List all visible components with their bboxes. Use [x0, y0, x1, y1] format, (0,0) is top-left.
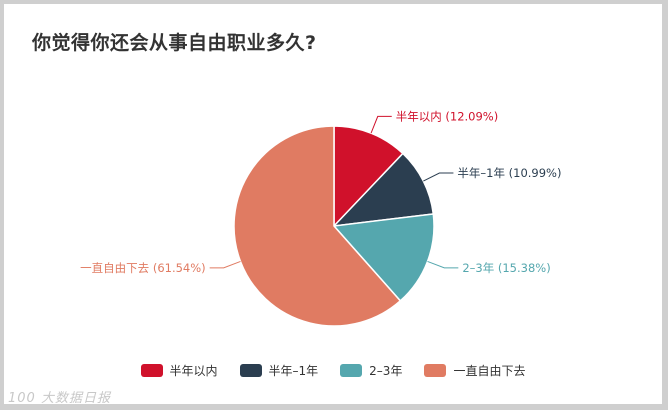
slice-label-2: 2–3年 (15.38%) — [462, 261, 550, 275]
legend-label: 2–3年 — [369, 364, 403, 378]
slice-label-1: 半年–1年 (10.99%) — [457, 166, 561, 180]
leader-line-2 — [427, 260, 459, 269]
legend-label: 半年以内 — [169, 364, 218, 378]
legend-swatch — [239, 364, 262, 377]
pie-slice-2 — [332, 213, 435, 302]
legend-item-2[interactable]: 2–3年 — [340, 362, 402, 379]
slice-label-3: 一直自由下去 (61.54%) — [80, 261, 205, 275]
pie-slice-1 — [332, 152, 435, 227]
legend-label: 半年–1年 — [268, 364, 319, 378]
legend-label: 一直自由下去 — [453, 364, 526, 378]
legend-item-3[interactable]: 一直自由下去 — [424, 362, 525, 379]
legend: 半年以内 半年–1年 2–3年 一直自由下去 — [4, 362, 662, 379]
leader-line-1 — [423, 172, 454, 182]
legend-item-0[interactable]: 半年以内 — [140, 362, 218, 379]
legend-swatch — [140, 364, 163, 377]
leader-line-0 — [370, 115, 392, 134]
watermark: 100 大数据日报 — [8, 391, 111, 406]
legend-swatch — [340, 364, 363, 377]
leader-line-3 — [209, 260, 241, 269]
legend-swatch — [424, 364, 447, 377]
pie-chart: 半年以内 (12.09%) 半年–1年 (10.99%) 2–3年 (15.38%)… — [80, 109, 561, 327]
slice-label-0: 半年以内 (12.09%) — [396, 109, 498, 123]
chart-card: 你觉得你还会从事自由职业多久? 半年以内 (12.09%) 半年–1年 (10.9… — [4, 4, 662, 404]
legend-item-1[interactable]: 半年–1年 — [239, 362, 319, 379]
pie-slice-3 — [233, 125, 402, 327]
chart-title: 你觉得你还会从事自由职业多久? — [32, 32, 317, 54]
